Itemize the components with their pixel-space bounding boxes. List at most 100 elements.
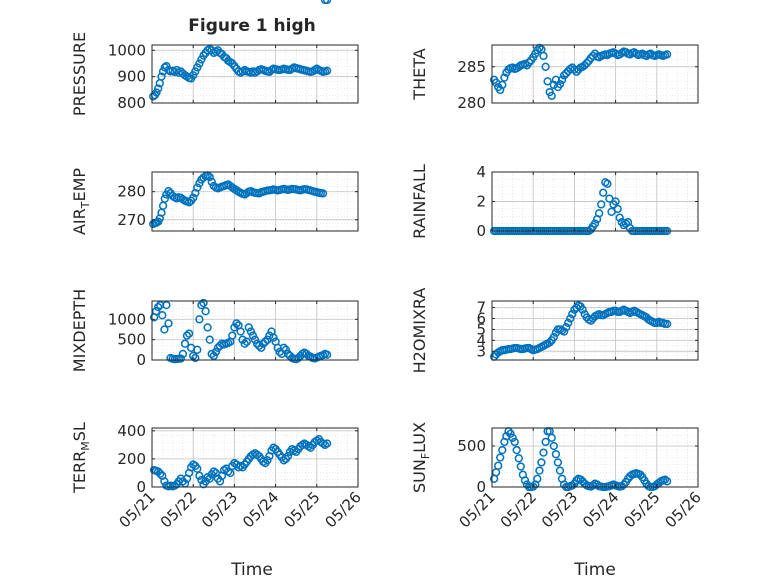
data-point xyxy=(594,209,604,218)
data-point xyxy=(240,339,249,348)
data-point xyxy=(322,0,332,5)
data-point xyxy=(533,474,542,483)
data-point xyxy=(191,353,200,363)
data-point xyxy=(242,337,251,346)
data-point xyxy=(322,350,332,359)
data-point xyxy=(205,335,214,344)
y-axis-label-main: MIXDEPTH xyxy=(70,289,89,372)
data-point xyxy=(541,437,550,447)
figure-title: Figure 1 high xyxy=(188,16,316,36)
data-point xyxy=(178,349,188,359)
data-point xyxy=(496,85,505,95)
subplot-rainfall: 0 2 4 RAINFALL xyxy=(410,163,699,240)
data-point xyxy=(248,331,258,340)
data-point xyxy=(566,314,575,323)
data-point xyxy=(590,219,600,228)
x-axis-label-left: Time xyxy=(230,560,273,580)
data-point xyxy=(506,429,515,438)
data-point xyxy=(510,437,519,447)
data-point xyxy=(162,300,171,310)
data-point xyxy=(617,482,626,491)
data-point xyxy=(322,439,332,448)
data-point xyxy=(533,45,542,55)
data-point xyxy=(580,61,589,70)
data-point xyxy=(160,194,169,203)
data-point xyxy=(238,335,247,344)
y-axis-label: PRESSURE xyxy=(70,32,89,116)
y-axis-label-rest: EMP xyxy=(70,168,89,202)
y-axis-label: AIRTEMP xyxy=(70,168,92,235)
subplot-air_temp: 270 280 AIRTEMP xyxy=(70,0,359,235)
data-point xyxy=(283,451,293,461)
y-tick-label: 4 xyxy=(476,331,486,349)
y-axis-label-main: SUN xyxy=(410,459,429,493)
y-axis-label-subscript: M xyxy=(79,441,92,451)
data-point xyxy=(662,319,672,329)
data-point xyxy=(557,75,567,84)
y-axis-label: TERRMSL xyxy=(70,422,92,494)
data-point xyxy=(201,307,210,316)
y-tick-label: 280 xyxy=(117,183,146,201)
y-axis-label-rest: LUX xyxy=(410,422,429,453)
data-point xyxy=(514,454,523,463)
data-point xyxy=(195,471,204,480)
data-point xyxy=(199,298,208,308)
data-point xyxy=(160,477,169,486)
x-tick-label: 05/22 xyxy=(157,488,200,531)
data-point xyxy=(562,323,571,332)
data-point xyxy=(151,307,161,316)
data-point xyxy=(615,213,624,222)
data-point xyxy=(582,58,591,68)
subplot-theta: 280 285 THETA xyxy=(410,43,699,112)
data-point xyxy=(572,67,581,76)
y-axis-label-subscript: F xyxy=(419,453,432,459)
data-point xyxy=(197,55,206,64)
y-tick-label: 0 xyxy=(136,351,146,369)
data-point xyxy=(559,327,569,336)
data-point xyxy=(226,468,235,478)
y-tick-label: 1000 xyxy=(108,41,146,59)
data-point xyxy=(236,327,245,336)
data-point xyxy=(265,331,274,340)
data-point xyxy=(191,67,200,76)
data-point xyxy=(516,462,525,471)
y-axis-label-main: THETA xyxy=(410,48,429,100)
x-tick-label: 05/22 xyxy=(497,488,540,531)
y-tick-label: 6 xyxy=(476,309,486,327)
axes-box xyxy=(151,300,359,361)
data-point xyxy=(176,354,185,363)
data-point xyxy=(547,433,556,442)
y-axis-label: RAINFALL xyxy=(410,164,429,239)
y-tick-label: 285 xyxy=(457,58,486,76)
data-point xyxy=(660,475,670,484)
data-point xyxy=(322,66,332,75)
data-point xyxy=(494,461,503,470)
data-point xyxy=(576,475,585,484)
y-axis-label-main: RAINFALL xyxy=(410,164,429,239)
data-point xyxy=(551,450,561,459)
data-point xyxy=(207,177,216,186)
x-tick-label: 05/25 xyxy=(280,488,323,531)
data-point xyxy=(263,456,272,465)
y-tick-label: 3 xyxy=(476,342,486,360)
data-point xyxy=(195,315,204,324)
data-point xyxy=(228,331,237,340)
y-tick-label: 900 xyxy=(117,68,146,86)
y-tick-label: 2 xyxy=(476,193,486,211)
y-tick-label: 5 xyxy=(476,320,486,338)
y-tick-label: 0 xyxy=(476,222,486,240)
data-point xyxy=(496,453,505,462)
data-point xyxy=(205,474,214,483)
x-axis-label-right: Time xyxy=(573,560,616,580)
data-point xyxy=(213,343,223,352)
data-point xyxy=(254,341,264,350)
y-axis-label: MIXDEPTH xyxy=(70,289,89,372)
y-tick-label: 0 xyxy=(476,478,486,496)
data-point xyxy=(180,339,190,348)
data-point xyxy=(568,481,577,490)
data-point xyxy=(578,477,587,486)
x-tick-label: 05/26 xyxy=(322,488,365,531)
data-point xyxy=(625,472,635,481)
y-tick-label: 4 xyxy=(476,163,486,181)
data-point xyxy=(279,343,288,352)
